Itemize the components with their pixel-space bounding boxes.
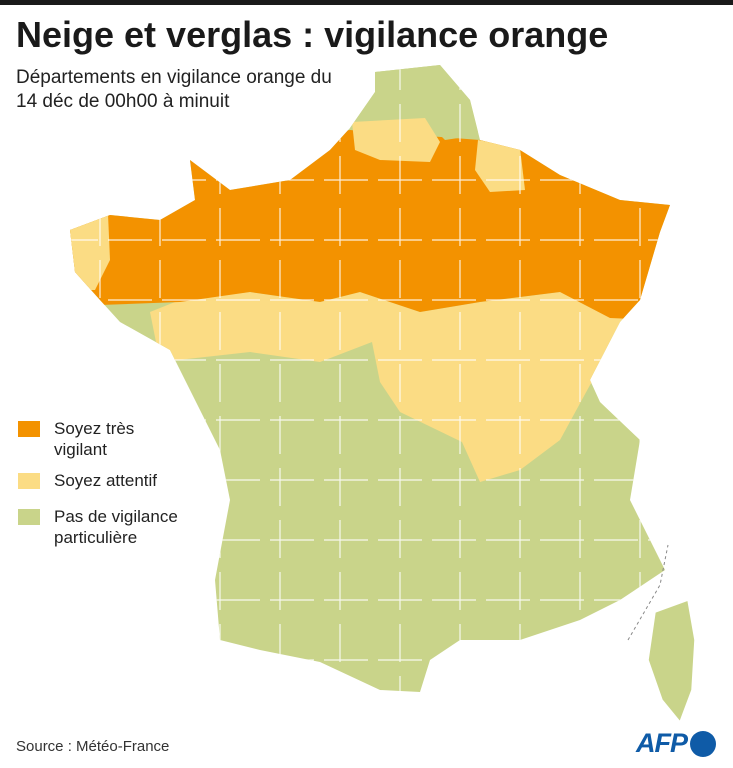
- inset-line: [627, 544, 669, 641]
- zone-no-alert: [340, 65, 480, 140]
- legend-item: Pas de vigilance particulière: [18, 506, 214, 548]
- corsica: [647, 598, 696, 724]
- zone-attentive: [352, 118, 440, 162]
- legend-item: Soyez attentif: [18, 470, 214, 491]
- subtitle: Départements en vigilance orange du 14 d…: [16, 67, 332, 112]
- logo-text: AFP: [636, 728, 688, 758]
- zone-attentive: [475, 140, 525, 192]
- legend-label: Pas de vigilance particulière: [54, 507, 178, 547]
- top-bar: [0, 0, 733, 5]
- source: Source : Météo-France: [16, 738, 170, 755]
- title: Neige et verglas : vigilance orange: [16, 14, 609, 55]
- zone-attentive: [150, 285, 630, 482]
- logo-dot: [690, 730, 716, 757]
- legend-swatch: [18, 473, 40, 489]
- legend-label: Soyez attentif: [54, 471, 158, 490]
- legend-swatch: [18, 421, 40, 437]
- legend-item: Soyez très vigilant: [18, 418, 164, 460]
- logo: AFP: [636, 728, 716, 759]
- legend-label: Soyez très vigilant: [54, 419, 135, 459]
- legend-swatch: [18, 509, 40, 525]
